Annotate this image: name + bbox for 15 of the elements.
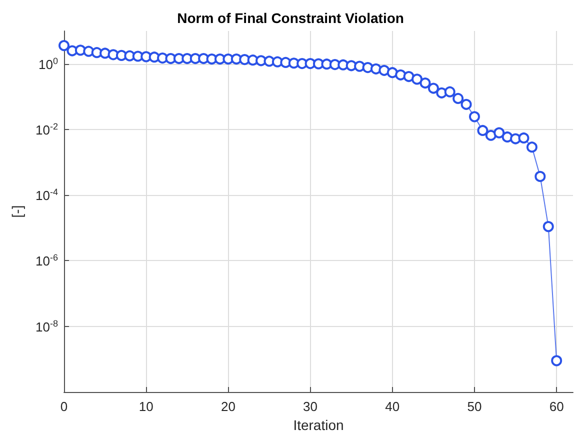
y-tick-label: 10$^{-2}$ — [36, 121, 58, 138]
x-tick-label: 50 — [467, 399, 482, 414]
x-tick-label: 0 — [60, 399, 68, 414]
x-tick-label: 40 — [385, 399, 400, 414]
x-tick-label: 30 — [303, 399, 318, 414]
y-tick-label: 10$^{-6}$ — [36, 252, 58, 269]
y-tick-label: 10$^{0}$ — [38, 56, 58, 72]
y-tick-label: 10$^{-4}$ — [36, 187, 58, 204]
x-tick-label: 20 — [220, 399, 236, 414]
chart-title: Norm of Final Constraint Violation — [177, 10, 404, 26]
y-axis-title: [-] — [9, 205, 25, 218]
x-tick-label: 60 — [549, 399, 564, 414]
x-axis-title: Iteration — [293, 417, 344, 433]
y-tick-label: 10$^{-8}$ — [36, 318, 58, 334]
x-tick-label: 10 — [138, 399, 154, 414]
